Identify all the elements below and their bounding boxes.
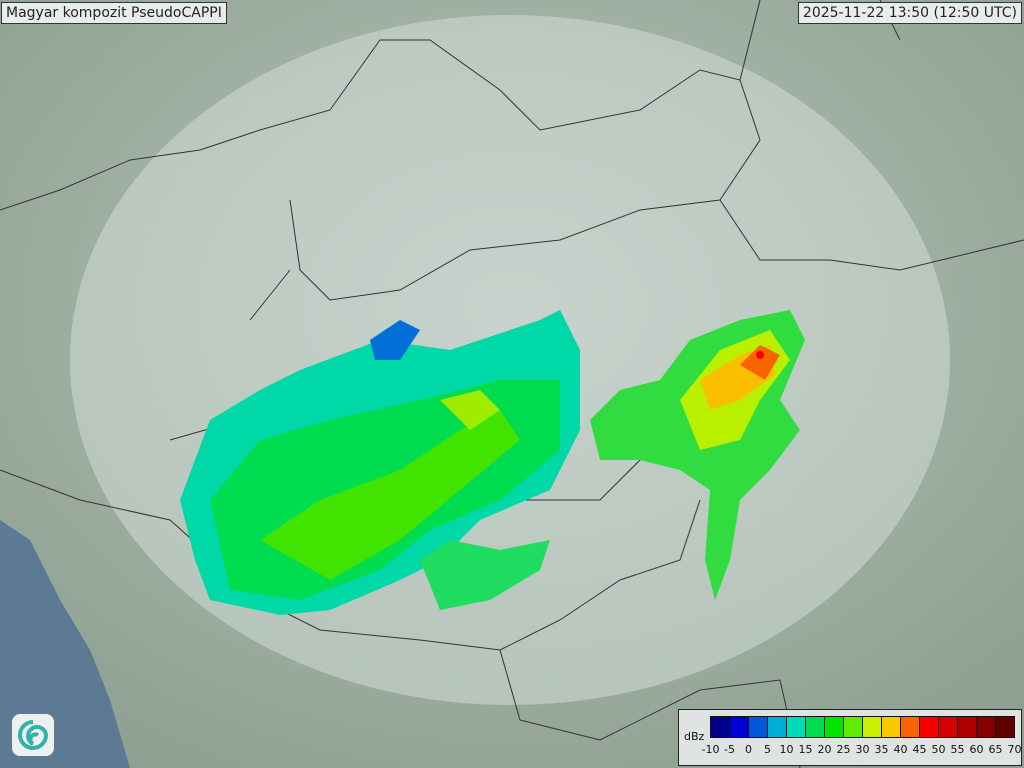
legend-tick-label: 35 [874,743,889,756]
legend-tick-label: 20 [817,743,832,756]
legend-color-cell [844,717,863,737]
legend-color-cell [711,717,730,737]
legend-color-cell [806,717,825,737]
legend-color-cell [996,717,1014,737]
timestamp: 2025-11-22 13:50 (12:50 UTC) [797,2,1022,24]
legend-color-cell [787,717,806,737]
weather-service-logo [12,714,54,756]
legend-color-cell [749,717,768,737]
legend-tick-label: 40 [893,743,908,756]
legend-tick-label: 60 [969,743,984,756]
swirl-logo-icon [18,720,49,750]
legend-color-cell [768,717,787,737]
legend-tick-label: 15 [798,743,813,756]
radar-echoes [180,310,805,615]
legend-color-cell [730,717,749,737]
legend-tick-label: -5 [724,743,735,756]
product-title: Magyar kompozit PseudoCAPPI [1,2,227,24]
legend-color-scale [710,716,1015,738]
legend-tick-label: 45 [912,743,927,756]
legend-tick-label: 65 [988,743,1003,756]
legend-tick-label: 25 [836,743,851,756]
legend-tick-label: 70 [1007,743,1022,756]
legend-tick-label: 0 [745,743,752,756]
legend-ticks: -10 -5 0 5 10 15 20 25 30 35 40 45 50 55 60 65 70 [701,743,1024,756]
legend-color-cell [825,717,844,737]
legend-color-cell [939,717,958,737]
adriatic-sea [0,520,130,768]
dbz-color-legend: dBz -10 -5 0 5 10 15 20 25 30 35 40 45 50 55 60 65 70 [678,709,1022,766]
legend-unit: dBz [684,730,705,743]
legend-color-cell [863,717,882,737]
legend-color-cell [920,717,939,737]
legend-tick-label: 10 [779,743,794,756]
legend-tick-label: 50 [931,743,946,756]
legend-color-cell [882,717,901,737]
legend-tick-label: 55 [950,743,965,756]
legend-color-cell [901,717,920,737]
legend-color-cell [977,717,996,737]
legend-tick-label: -10 [701,743,720,756]
legend-tick-label: 30 [855,743,870,756]
legend-color-cell [958,717,977,737]
legend-tick-label: 5 [764,743,771,756]
